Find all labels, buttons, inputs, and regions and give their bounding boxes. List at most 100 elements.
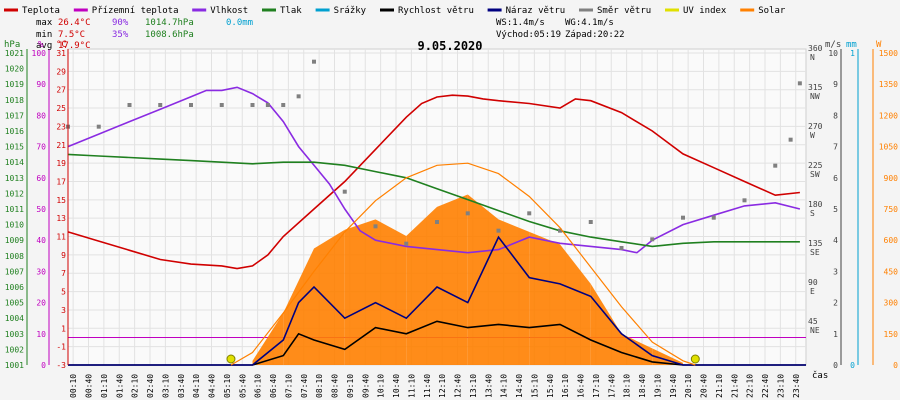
dir-name-label: N — [810, 53, 815, 62]
wind-direction-point — [158, 103, 163, 107]
x-tick-label: 12:10 — [438, 374, 447, 398]
solar-area-segment — [467, 194, 499, 365]
temp-tick-label: 5 — [61, 288, 66, 297]
x-tick-label: 09:10 — [346, 374, 355, 398]
dir-name-label: NW — [810, 92, 820, 101]
rain-tick-label: 0 — [850, 361, 855, 370]
temp-tick-label: 1 — [61, 324, 66, 333]
x-tick-label: 04:40 — [208, 374, 217, 398]
wind-direction-point — [797, 81, 802, 86]
rain-unit: mm — [846, 40, 857, 50]
legend-label: Náraz větru — [506, 6, 566, 16]
press-tick-label: 1006 — [5, 283, 24, 292]
wind-direction-point — [342, 189, 347, 194]
legend-label: Tlak — [280, 6, 302, 16]
x-tick-label: 15:10 — [530, 374, 539, 398]
x-tick-label: 08:10 — [315, 374, 324, 398]
hum-unit: % — [38, 40, 44, 50]
stat-sunset: Západ:20:22 — [565, 30, 625, 40]
stat-max-label: max — [36, 18, 53, 28]
x-tick-label: 15:40 — [546, 374, 555, 398]
wind-tick-label: 5 — [833, 205, 838, 214]
dir-name-label: E — [810, 287, 815, 296]
solar-layer — [252, 194, 683, 365]
solar-area-segment — [314, 229, 345, 365]
press-tick-label: 1010 — [5, 221, 24, 230]
x-tick-label: 11:10 — [407, 374, 416, 398]
solar-area-segment — [252, 313, 284, 365]
stat-ws: WS:1.4m/s — [496, 18, 545, 28]
wind-direction-point — [127, 103, 132, 107]
temp-tick-label: 7 — [61, 269, 66, 278]
temp-tick-label: 23 — [56, 122, 66, 131]
x-tick-label: 16:40 — [577, 374, 586, 398]
wind-direction-point — [296, 94, 301, 99]
solar-tick-label: 600 — [884, 236, 899, 245]
wind-tick-label: 9 — [833, 80, 838, 89]
press-tick-label: 1001 — [5, 361, 24, 370]
stat-rain: 0.0mm — [226, 18, 253, 28]
wind-tick-label: 0 — [833, 361, 838, 370]
hum-tick-label: 100 — [32, 49, 47, 58]
x-tick-label: 17:40 — [607, 374, 616, 398]
stat-min-temp: 7.5°C — [58, 30, 85, 40]
wind-direction-point — [588, 220, 593, 224]
x-tick-label: 20:40 — [700, 374, 709, 398]
solar-tick-label: 300 — [884, 299, 899, 308]
wind-direction-point — [219, 103, 224, 107]
press-tick-label: 1017 — [5, 111, 24, 120]
stat-wg: WG:4.1m/s — [565, 18, 614, 28]
legend-label: Srážky — [334, 6, 367, 16]
stat-avg-label: avg — [36, 41, 52, 51]
sun-marker — [226, 354, 236, 364]
x-tick-label: 05:40 — [238, 374, 247, 398]
wind-direction-point — [435, 220, 439, 224]
hum-tick-label: 0 — [41, 361, 46, 370]
hum-tick-label: 20 — [36, 299, 46, 308]
stat-min-press: 1008.6hPa — [145, 30, 194, 40]
stats-block: max 26.4°C 90% 1014.7hPa 0.0mm min 7.5°C… — [36, 18, 625, 51]
temp-tick-label: 19 — [56, 159, 66, 168]
temp-tick-label: 31 — [56, 49, 66, 58]
temp-tick-label: 17 — [56, 177, 66, 186]
press-unit: hPa — [4, 40, 20, 50]
x-tick-label: 02:10 — [131, 374, 140, 398]
wind-unit: m/s — [825, 40, 841, 50]
wind-direction-point — [558, 228, 562, 233]
solar-tick-label: 1500 — [879, 49, 898, 58]
dir-name-label: W — [810, 131, 815, 140]
wind-direction-point — [496, 228, 501, 233]
axes-layer: 00:10 00:40 01:10 01:40 02:10 02:40 03:10 03:40… — [5, 44, 898, 398]
solar-area-segment — [560, 244, 591, 365]
solar-tick-label: 450 — [884, 267, 899, 276]
press-tick-label: 1008 — [5, 252, 24, 261]
wind-direction-point — [788, 137, 793, 142]
temp-unit: °C — [56, 40, 67, 50]
stat-max-temp: 26.4°C — [58, 18, 91, 28]
x-tick-label: 06:40 — [269, 374, 278, 398]
x-tick-label: 14:10 — [500, 374, 509, 398]
press-tick-label: 1021 — [5, 49, 24, 58]
chart-title: 9.05.2020 — [417, 39, 482, 53]
temp-tick-label: 11 — [56, 233, 66, 242]
temp-tick-label: 9 — [61, 251, 66, 260]
temp-tick-label: 3 — [61, 306, 66, 315]
wind-tick-label: 4 — [833, 236, 838, 245]
temp-tick-label: 15 — [56, 196, 66, 205]
press-tick-label: 1009 — [5, 236, 24, 245]
series-layer — [66, 59, 806, 366]
wind-direction-point — [404, 241, 409, 246]
press-tick-label: 1013 — [5, 174, 24, 183]
legend-label: Rychlost větru — [398, 6, 474, 16]
series-line-teplota — [67, 94, 800, 270]
dir-name-label: NE — [810, 326, 820, 335]
x-tick-label: 03:10 — [161, 374, 170, 398]
x-tick-label: 18:40 — [638, 374, 647, 398]
x-tick-label: 09:40 — [361, 374, 370, 398]
legend-label: Vlhkost — [210, 6, 248, 16]
solar-area-segment — [529, 231, 560, 365]
press-tick-label: 1005 — [5, 299, 24, 308]
press-tick-label: 1016 — [5, 127, 24, 136]
temp-tick-label: 27 — [56, 86, 66, 95]
solar-area-segment — [498, 219, 530, 365]
